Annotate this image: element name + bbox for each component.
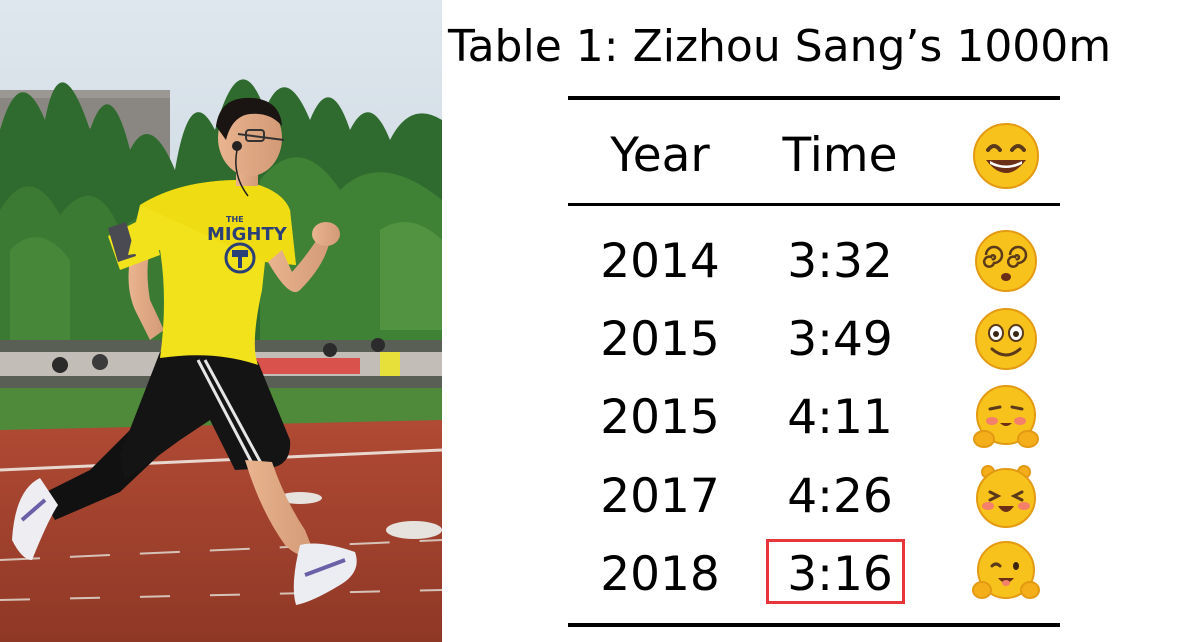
smiling-face-icon	[970, 303, 1042, 375]
row-1-time: 3:32	[787, 234, 893, 289]
header-year: Year	[610, 128, 710, 183]
grinning-face-icon	[970, 120, 1042, 192]
row-5-time: 3:16	[787, 547, 893, 602]
shirt-print-small: THE	[226, 215, 244, 224]
runner-photo: THE MIGHTY	[0, 0, 442, 642]
table-top-rule	[568, 96, 1060, 100]
table-caption: Table 1: Zizhou Sang’s 1000m	[448, 21, 1112, 72]
table-bottom-rule	[568, 623, 1060, 627]
shirt-print: MIGHTY	[207, 224, 288, 245]
giggling-face-icon	[970, 381, 1042, 453]
cheeky-face-icon	[970, 536, 1042, 608]
laughing-face-icon	[970, 460, 1042, 532]
table-header-rule	[568, 203, 1060, 206]
row-5-year: 2018	[600, 547, 720, 602]
row-3-time: 4:11	[787, 390, 893, 445]
row-4-year: 2017	[600, 469, 720, 524]
row-3-year: 2015	[600, 390, 720, 445]
highlight-box	[766, 539, 905, 604]
header-time: Time	[782, 128, 898, 183]
row-2-time: 3:49	[787, 312, 893, 367]
dizzy-eyes-face-icon	[970, 225, 1042, 297]
row-4-time: 4:26	[787, 469, 893, 524]
row-2-year: 2015	[600, 312, 720, 367]
row-1-year: 2014	[600, 234, 720, 289]
